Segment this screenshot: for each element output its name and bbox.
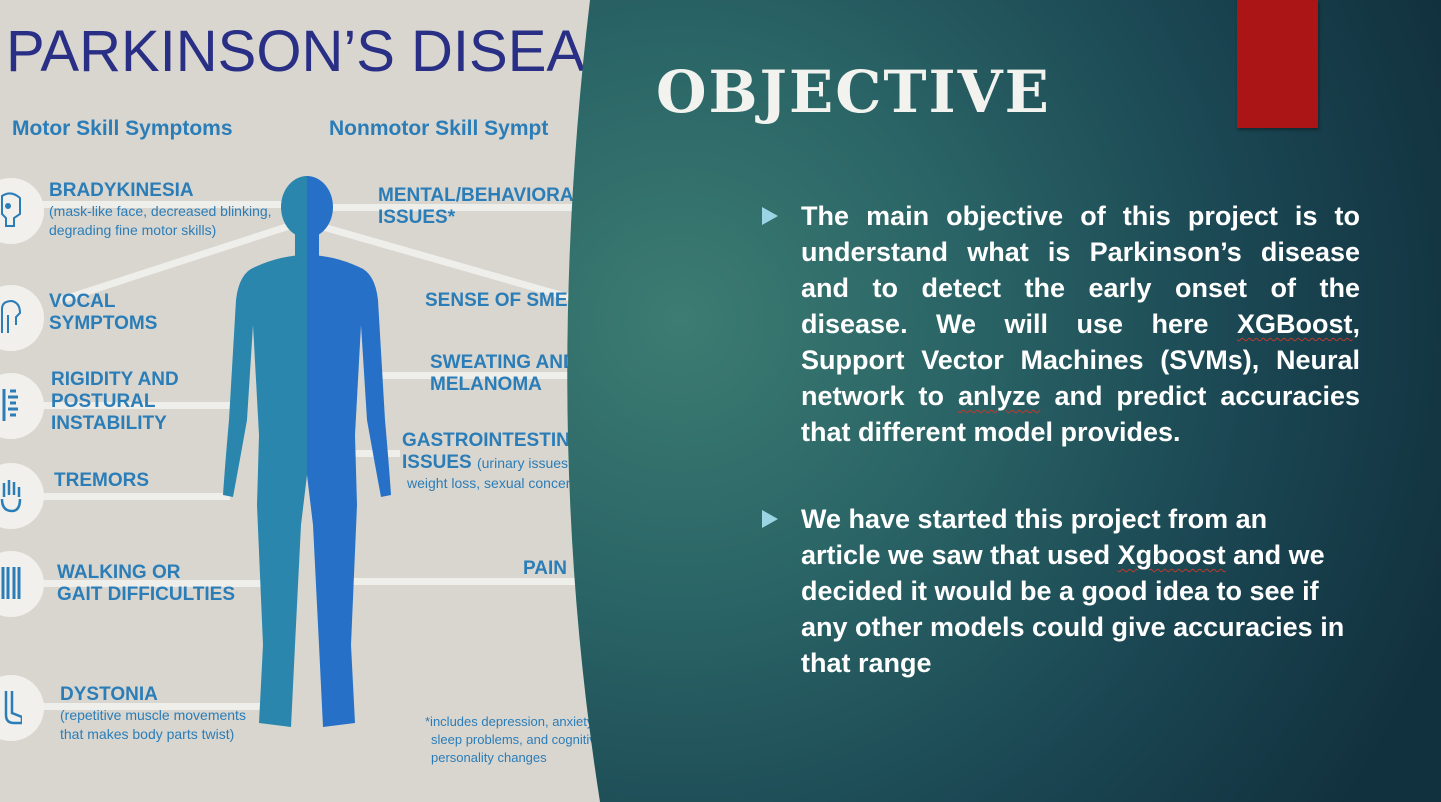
symptom-mental: MENTAL/BEHAVIORAL ISSUES* xyxy=(378,185,586,228)
connector-line xyxy=(330,450,400,457)
parkinsons-infographic: PARKINSON’S DISEAS Motor Skill Symptoms … xyxy=(0,0,640,802)
spellcheck-word: XGBoost xyxy=(1236,309,1353,339)
connector-line xyxy=(315,204,575,211)
symptom-pain: PAIN xyxy=(523,558,567,579)
bullet-item: We have started this project from an art… xyxy=(760,501,1350,681)
symptom-tremors: TREMORS xyxy=(54,470,149,491)
spellcheck-word: Xgboost xyxy=(1117,540,1226,570)
symptom-vocal: VOCAL SYMPTOMS xyxy=(49,291,158,334)
connector-line xyxy=(40,402,236,409)
symptom-sweating: SWEATING AND MELANOMA xyxy=(430,352,577,395)
connector-line xyxy=(40,580,262,587)
infographic-footnote: *includes depression, anxiety, sleep pro… xyxy=(425,714,603,765)
symptom-rigidity: RIGIDITY AND POSTURAL INSTABILITY xyxy=(51,369,179,434)
spellcheck-word: anlyze xyxy=(957,381,1041,411)
accent-tab xyxy=(1237,0,1318,128)
connector-line xyxy=(40,493,230,500)
bullet-arrow-icon xyxy=(762,207,778,225)
human-body-figure xyxy=(223,176,391,727)
connector-line xyxy=(40,201,290,208)
symptom-walking: WALKING OR GAIT DIFFICULTIES xyxy=(57,562,236,605)
nonmotor-heading: Nonmotor Skill Sympt xyxy=(329,117,549,140)
symptom-bradykinesia: BRADYKINESIA (mask-like face, decreased … xyxy=(49,180,272,238)
connector-line xyxy=(372,372,572,379)
bullet-item: The main objective of this project is to… xyxy=(760,198,1360,450)
connector-line xyxy=(340,578,575,585)
bullet-text: We have started this project from an art… xyxy=(801,504,1345,678)
bullet-arrow-icon xyxy=(762,510,778,528)
slide-title: OBJECTIVE xyxy=(656,58,1051,126)
symptom-dystonia: DYSTONIA (repetitive muscle movements th… xyxy=(60,684,246,742)
symptom-smell: SENSE OF SMELL xyxy=(425,290,591,311)
infographic-title: PARKINSON’S DISEAS xyxy=(6,19,624,84)
bullet-text: The main objective of this project is to… xyxy=(801,201,1361,447)
symptom-gastro: GASTROINTESTINAL ISSUES (urinary issues,… xyxy=(402,430,596,491)
connector-line xyxy=(40,703,268,710)
motor-heading: Motor Skill Symptoms xyxy=(12,117,233,140)
